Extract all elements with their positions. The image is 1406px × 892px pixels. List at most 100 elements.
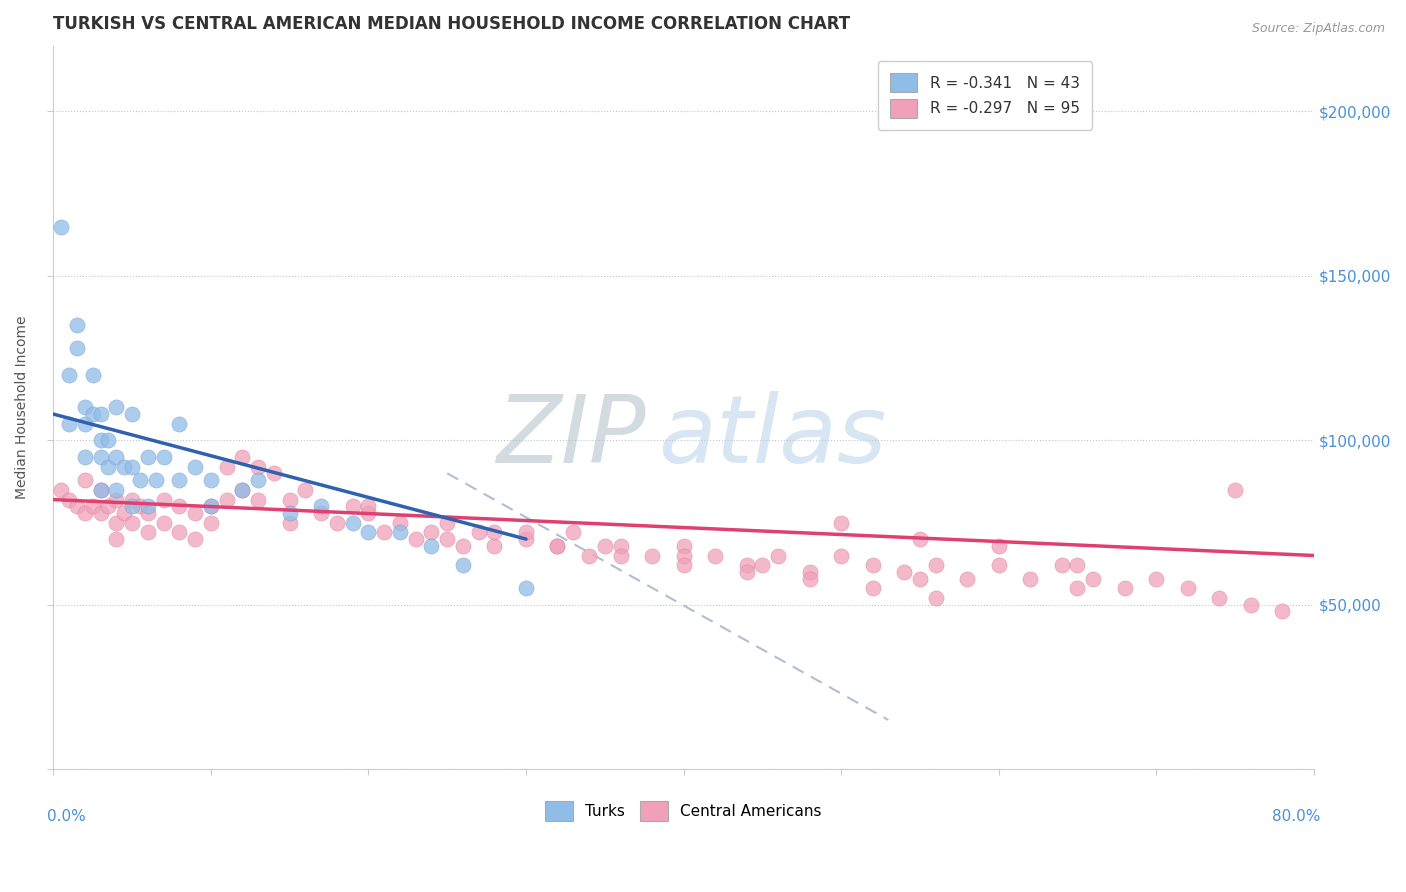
Point [51,219,73,234]
Point [169,499,191,513]
Point [136,525,159,540]
Point [1144,572,1167,586]
Point [1066,558,1088,573]
Point [388,525,411,540]
Point [547,539,569,553]
Point [90,407,112,421]
Legend: Turks, Central Americans: Turks, Central Americans [540,795,828,827]
Point [58,417,80,431]
Text: TURKISH VS CENTRAL AMERICAN MEDIAN HOUSEHOLD INCOME CORRELATION CHART: TURKISH VS CENTRAL AMERICAN MEDIAN HOUSE… [53,15,851,33]
Point [830,549,852,563]
Text: ZIP: ZIP [496,391,645,482]
Point [830,516,852,530]
Point [862,582,884,596]
Point [51,483,73,497]
Point [129,473,152,487]
Point [82,499,104,513]
Point [90,450,112,464]
Point [184,532,207,546]
Point [405,532,427,546]
Point [1083,572,1105,586]
Point [231,450,253,464]
Point [105,483,128,497]
Point [1050,558,1073,573]
Point [200,473,222,487]
Point [105,492,128,507]
Point [82,407,104,421]
Point [1019,572,1042,586]
Point [1177,582,1199,596]
Text: atlas: atlas [658,391,887,482]
Point [152,516,174,530]
Point [73,450,96,464]
Point [184,459,207,474]
Point [136,450,159,464]
Point [263,467,285,481]
Y-axis label: Median Household Income: Median Household Income [15,316,30,500]
Point [436,532,458,546]
Point [105,401,128,415]
Point [562,525,585,540]
Point [66,499,89,513]
Point [145,473,167,487]
Point [90,506,112,520]
Point [121,499,143,513]
Text: 0.0%: 0.0% [46,809,86,824]
Point [451,558,474,573]
Point [121,459,143,474]
Point [309,499,332,513]
Point [90,483,112,497]
Point [1240,598,1263,612]
Point [66,318,89,333]
Point [1271,604,1294,618]
Point [73,417,96,431]
Point [169,417,191,431]
Point [1223,483,1246,497]
Point [73,401,96,415]
Point [357,525,380,540]
Point [609,539,631,553]
Point [1114,582,1136,596]
Point [672,549,695,563]
Point [169,473,191,487]
Point [357,506,380,520]
Point [105,450,128,464]
Point [357,499,380,513]
Point [247,492,270,507]
Point [90,483,112,497]
Point [1066,582,1088,596]
Point [200,516,222,530]
Point [112,506,135,520]
Point [388,516,411,530]
Point [278,506,301,520]
Point [515,582,537,596]
Point [73,473,96,487]
Point [799,572,821,586]
Point [231,483,253,497]
Point [97,459,120,474]
Point [1208,591,1230,606]
Point [547,539,569,553]
Text: 80.0%: 80.0% [1271,809,1320,824]
Point [862,558,884,573]
Point [184,506,207,520]
Point [799,565,821,579]
Point [956,572,979,586]
Point [593,539,616,553]
Point [908,572,931,586]
Point [436,516,458,530]
Point [152,450,174,464]
Point [326,516,349,530]
Point [90,434,112,448]
Point [82,368,104,382]
Point [766,549,789,563]
Point [908,532,931,546]
Point [987,539,1010,553]
Point [121,516,143,530]
Point [515,525,537,540]
Point [735,558,758,573]
Point [342,499,364,513]
Point [342,516,364,530]
Point [893,565,915,579]
Point [121,407,143,421]
